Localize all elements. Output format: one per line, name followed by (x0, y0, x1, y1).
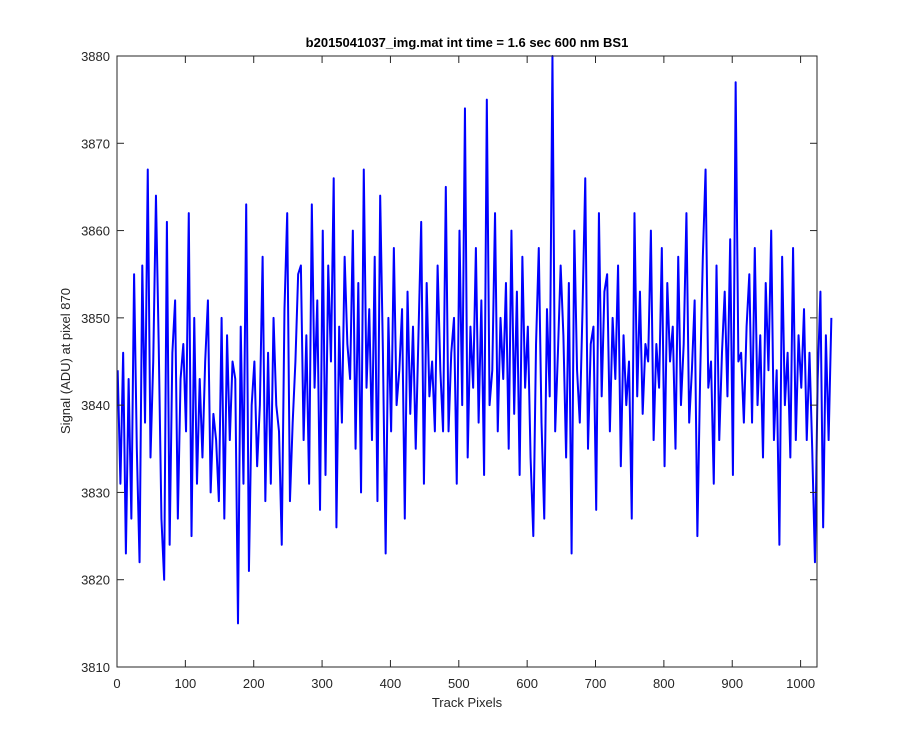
x-tick-label: 700 (585, 676, 607, 691)
x-tick-label: 0 (113, 676, 120, 691)
y-axis-title: Signal (ADU) at pixel 870 (58, 288, 73, 434)
x-tick-label: 900 (721, 676, 743, 691)
x-tick-label: 100 (175, 676, 197, 691)
x-tick-label: 300 (311, 676, 333, 691)
y-tick-label: 3830 (81, 485, 110, 500)
x-tick-label: 200 (243, 676, 265, 691)
chart-title: b2015041037_img.mat int time = 1.6 sec 6… (306, 35, 629, 50)
series-layer (116, 55, 833, 625)
plot-frame (116, 55, 818, 668)
x-tick-label: 1000 (786, 676, 815, 691)
y-tick-label: 3840 (81, 398, 110, 413)
y-axis: 3810 3820 3830 3840 3850 3860 3870 3880 (81, 49, 817, 675)
y-tick-label: 3860 (81, 224, 110, 239)
series-line-1 (116, 55, 833, 625)
x-tick-label: 600 (516, 676, 538, 691)
y-tick-label: 3850 (81, 311, 110, 326)
y-tick-label: 3820 (81, 573, 110, 588)
x-tick-label: 800 (653, 676, 675, 691)
y-tick-label: 3870 (81, 136, 110, 151)
x-tick-label: 400 (380, 676, 402, 691)
y-tick-label: 3880 (81, 49, 110, 64)
x-tick-label: 500 (448, 676, 470, 691)
y-tick-label: 3810 (81, 660, 110, 675)
x-axis-title: Track Pixels (432, 695, 503, 710)
x-axis: 0 100 200 300 400 500 600 700 800 900 1000 (113, 56, 815, 691)
